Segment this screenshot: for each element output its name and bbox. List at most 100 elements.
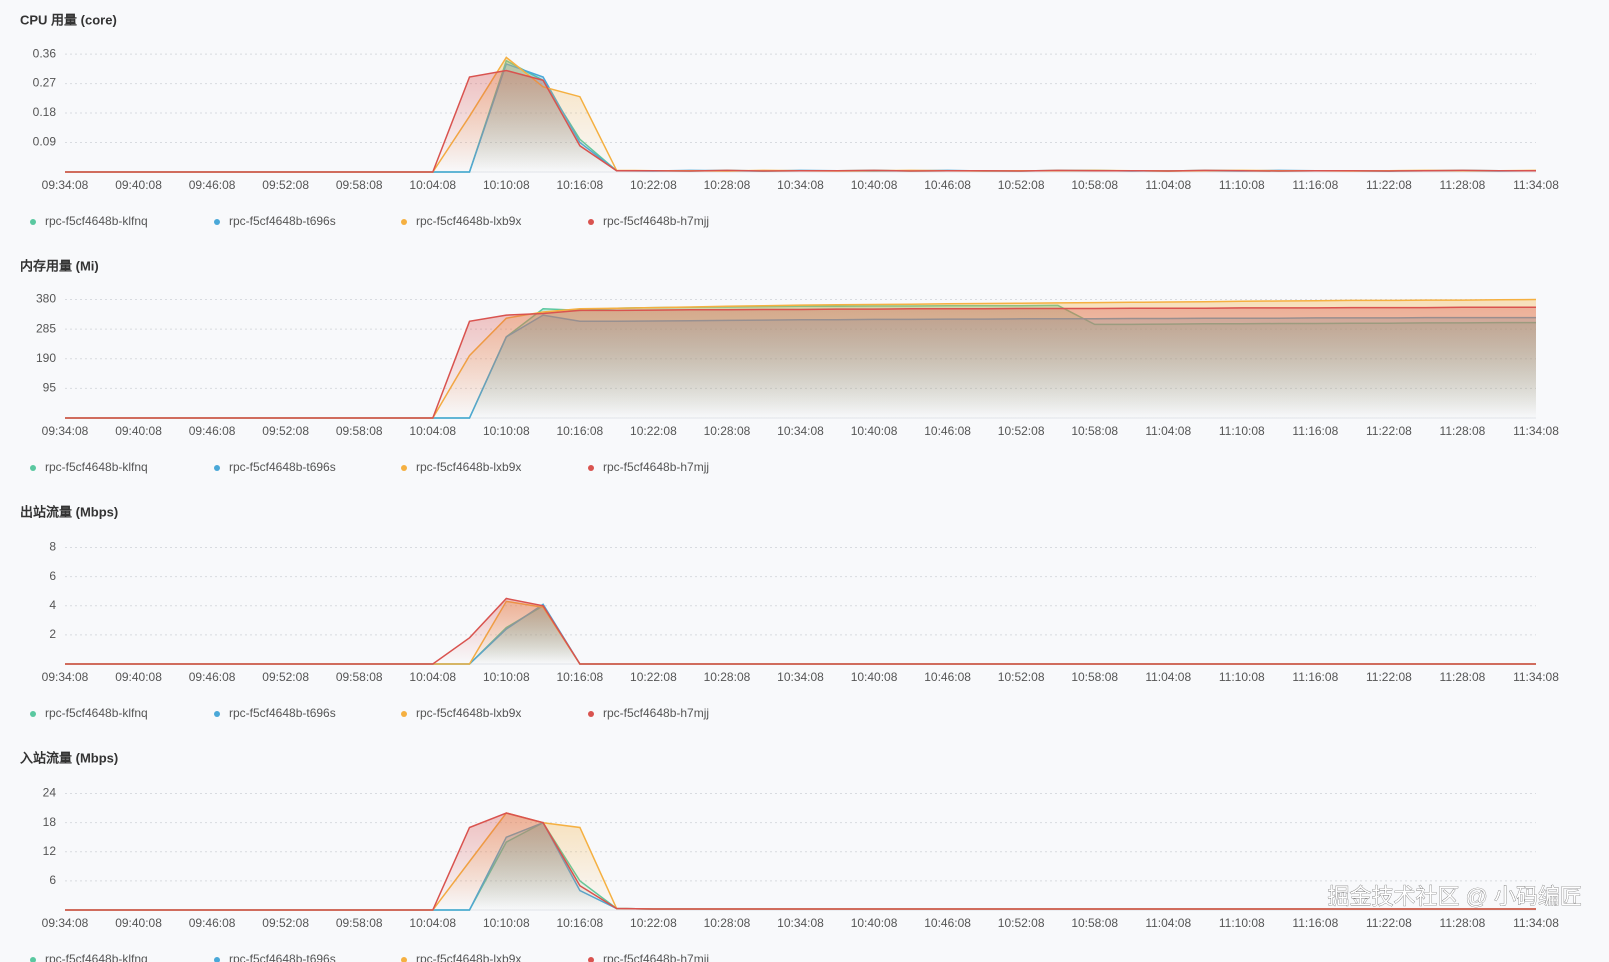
x-tick-label: 10:10:08 (483, 670, 530, 684)
x-tick-label: 11:10:08 (1219, 178, 1265, 192)
y-tick-label: 24 (43, 786, 57, 800)
legend-label[interactable]: rpc-f5cf4648b-lxb9x (416, 952, 521, 962)
x-tick-label: 11:34:08 (1513, 916, 1559, 930)
series-line (65, 603, 1536, 665)
series-line (65, 821, 1536, 911)
x-tick-label: 10:16:08 (556, 670, 603, 684)
y-tick-label: 285 (36, 321, 56, 335)
x-tick-label: 09:58:08 (336, 916, 383, 930)
legend-label[interactable]: rpc-f5cf4648b-lxb9x (416, 706, 521, 720)
legend-marker (588, 465, 594, 471)
x-tick-label: 11:22:08 (1366, 916, 1412, 930)
area (65, 601, 1536, 664)
x-tick-label: 10:46:08 (924, 916, 971, 930)
x-tick-label: 09:40:08 (115, 178, 162, 192)
x-tick-label: 10:58:08 (1071, 424, 1118, 438)
legend-marker (30, 711, 36, 717)
x-tick-label: 11:22:08 (1366, 670, 1412, 684)
legend-label[interactable]: rpc-f5cf4648b-lxb9x (416, 214, 521, 228)
legend-marker (401, 957, 407, 962)
x-tick-label: 11:16:08 (1292, 424, 1338, 438)
area (65, 822, 1536, 910)
legend-marker (588, 219, 594, 225)
area (65, 822, 1536, 910)
x-tick-label: 11:28:08 (1440, 916, 1486, 930)
legend-marker (588, 957, 594, 962)
y-tick-label: 2 (49, 627, 56, 641)
x-tick-label: 11:34:08 (1513, 424, 1559, 438)
x-tick-label: 11:28:08 (1440, 424, 1486, 438)
x-tick-label: 10:46:08 (924, 424, 971, 438)
series-line (65, 600, 1536, 665)
legend-label[interactable]: rpc-f5cf4648b-lxb9x (416, 460, 521, 474)
area (65, 813, 1536, 910)
legend-label[interactable]: rpc-f5cf4648b-h7mjj (603, 460, 709, 474)
x-tick-label: 11:16:08 (1292, 670, 1338, 684)
x-tick-label: 10:16:08 (556, 424, 603, 438)
chart-title: CPU 用量 (core) (20, 12, 117, 27)
x-tick-label: 09:52:08 (262, 178, 309, 192)
watermark: 掘金技术社区 @ 小码编匠 (1327, 884, 1582, 909)
y-tick-label: 12 (43, 844, 57, 858)
x-tick-label: 11:10:08 (1219, 424, 1265, 438)
legend-label[interactable]: rpc-f5cf4648b-h7mjj (603, 952, 709, 962)
x-tick-label: 10:28:08 (704, 178, 751, 192)
x-tick-label: 10:28:08 (704, 424, 751, 438)
series-line (65, 812, 1536, 911)
legend-label[interactable]: rpc-f5cf4648b-h7mjj (603, 706, 709, 720)
x-tick-label: 11:04:08 (1145, 424, 1191, 438)
x-tick-label: 10:22:08 (630, 916, 677, 930)
x-tick-label: 11:34:08 (1513, 178, 1559, 192)
x-tick-label: 10:34:08 (777, 424, 824, 438)
x-tick-label: 09:40:08 (115, 670, 162, 684)
legend-label[interactable]: rpc-f5cf4648b-klfnq (45, 706, 148, 720)
x-tick-label: 09:52:08 (262, 424, 309, 438)
x-tick-label: 09:40:08 (115, 916, 162, 930)
x-tick-label: 10:34:08 (777, 670, 824, 684)
legend-label[interactable]: rpc-f5cf4648b-klfnq (45, 460, 148, 474)
x-tick-label: 10:04:08 (409, 424, 456, 438)
x-tick-label: 10:52:08 (998, 916, 1045, 930)
series-line (65, 597, 1536, 665)
y-tick-label: 18 (43, 815, 57, 829)
legend-label[interactable]: rpc-f5cf4648b-t696s (229, 706, 336, 720)
x-tick-label: 09:46:08 (189, 178, 236, 192)
x-tick-label: 09:52:08 (262, 670, 309, 684)
legend-label[interactable]: rpc-f5cf4648b-t696s (229, 460, 336, 474)
legend-marker (214, 465, 220, 471)
legend-marker (30, 219, 36, 225)
legend-label[interactable]: rpc-f5cf4648b-h7mjj (603, 214, 709, 228)
legend-marker (588, 711, 594, 717)
x-tick-label: 11:04:08 (1145, 670, 1191, 684)
legend-label[interactable]: rpc-f5cf4648b-klfnq (45, 952, 148, 962)
series-line (65, 821, 1536, 911)
x-tick-label: 10:22:08 (630, 178, 677, 192)
x-tick-label: 10:04:08 (409, 916, 456, 930)
x-tick-label: 11:10:08 (1219, 916, 1265, 930)
x-tick-label: 11:04:08 (1145, 916, 1191, 930)
x-tick-label: 10:40:08 (851, 424, 898, 438)
x-tick-label: 10:40:08 (851, 916, 898, 930)
y-tick-label: 6 (49, 873, 56, 887)
legend-label[interactable]: rpc-f5cf4648b-t696s (229, 214, 336, 228)
legend-marker (30, 465, 36, 471)
area (65, 598, 1536, 664)
x-tick-label: 10:28:08 (704, 670, 751, 684)
x-tick-label: 10:52:08 (998, 178, 1045, 192)
x-tick-label: 10:46:08 (924, 178, 971, 192)
area (65, 813, 1536, 910)
y-tick-label: 190 (36, 351, 56, 365)
x-tick-label: 10:10:08 (483, 916, 530, 930)
x-tick-label: 10:58:08 (1071, 178, 1118, 192)
x-tick-label: 10:46:08 (924, 670, 971, 684)
y-tick-label: 95 (43, 381, 57, 395)
x-tick-label: 10:04:08 (409, 670, 456, 684)
x-tick-label: 10:58:08 (1071, 916, 1118, 930)
legend-label[interactable]: rpc-f5cf4648b-klfnq (45, 214, 148, 228)
legend-label[interactable]: rpc-f5cf4648b-t696s (229, 952, 336, 962)
x-tick-label: 10:40:08 (851, 178, 898, 192)
x-tick-label: 09:58:08 (336, 670, 383, 684)
x-tick-label: 10:34:08 (777, 178, 824, 192)
x-tick-label: 11:22:08 (1366, 178, 1412, 192)
